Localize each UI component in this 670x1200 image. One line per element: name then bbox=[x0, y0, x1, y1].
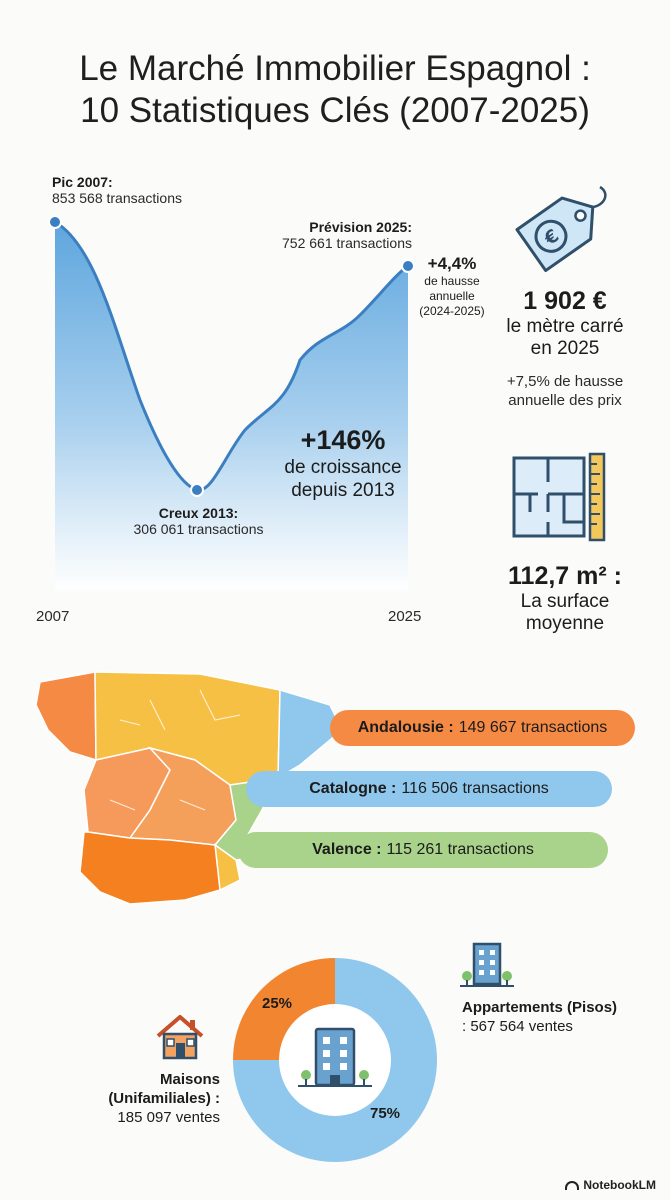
price-stat: 1 902 € le mètre carré en 2025 +7,5% de … bbox=[470, 287, 660, 410]
houses-value: 185 097 ventes bbox=[117, 1109, 220, 1126]
chart-point-2007 bbox=[48, 215, 62, 229]
x-tick-2025: 2025 bbox=[388, 608, 422, 625]
chart-point-2025 bbox=[401, 259, 415, 273]
apartments-l1: Appartements (Pisos) bbox=[462, 999, 618, 1016]
annual-change-l1: de hausse bbox=[424, 274, 480, 288]
growth-l1: de croissance bbox=[284, 457, 402, 478]
forecast-label: Prévision 2025: bbox=[309, 219, 412, 235]
price-sub1: +7,5% de hausse bbox=[506, 373, 624, 390]
price-l2: en 2025 bbox=[530, 338, 600, 359]
houses-l2: (Unifamiliales) : bbox=[108, 1090, 220, 1107]
annual-change-annotation: +4,4% de hausse annuelle (2024-2025) bbox=[412, 254, 492, 319]
chart-area-fill bbox=[55, 222, 408, 590]
region-value-catalogne: 116 506 transactions bbox=[401, 780, 549, 797]
donut-label-houses: 25% bbox=[262, 995, 293, 1012]
map-region-andalusia bbox=[79, 831, 221, 905]
surface-l2: moyenne bbox=[525, 613, 605, 634]
surface-stat: 112,7 m² : La surface moyenne bbox=[470, 562, 660, 635]
property-type-donut-chart bbox=[233, 958, 437, 1162]
region-name-catalogne: Catalogne : bbox=[309, 780, 397, 797]
notebooklm-logo-icon bbox=[565, 1181, 580, 1191]
growth-value: +146% bbox=[300, 425, 386, 455]
annual-change-l3: (2024-2025) bbox=[419, 304, 485, 318]
annual-change-l2: annuelle bbox=[429, 289, 475, 303]
euro-price-tag-icon: € bbox=[515, 185, 607, 273]
region-value-valence: 115 261 transactions bbox=[386, 841, 534, 858]
map-region-catalonia bbox=[277, 688, 343, 780]
footer-brand-text: NotebookLM bbox=[583, 1178, 656, 1192]
peak-annotation: Pic 2007: 853 568 transactions bbox=[52, 174, 182, 206]
building-icon bbox=[298, 1027, 372, 1087]
trough-value: 306 061 transactions bbox=[133, 521, 264, 537]
price-value: 1 902 € bbox=[523, 287, 607, 315]
page-title-line1: Le Marché Immobilier Espagnol : bbox=[79, 49, 591, 88]
apartments-value: : 567 564 ventes bbox=[462, 1018, 573, 1035]
trough-label: Creux 2013: bbox=[158, 505, 239, 521]
region-bar-andalousie: Andalousie : 149 667 transactions bbox=[330, 710, 635, 746]
region-name-valence: Valence : bbox=[312, 841, 382, 858]
footer-brand: NotebookLM bbox=[565, 1178, 656, 1192]
x-tick-2007: 2007 bbox=[36, 608, 70, 625]
region-bar-catalogne: Catalogne : 116 506 transactions bbox=[246, 771, 612, 807]
forecast-value: 752 661 transactions bbox=[282, 235, 412, 251]
annual-change-value: +4,4% bbox=[427, 254, 477, 273]
forecast-annotation: Prévision 2025: 752 661 transactions bbox=[262, 219, 412, 251]
houses-legend: Maisons (Unifamiliales) : 185 097 ventes bbox=[70, 1070, 220, 1127]
chart-series-line bbox=[54, 220, 409, 492]
region-value-andalousie: 149 667 transactions bbox=[458, 719, 608, 736]
chart-point-2013 bbox=[190, 483, 204, 497]
growth-annotation: +146% de croissance depuis 2013 bbox=[268, 425, 418, 502]
donut-label-apartments: 75% bbox=[370, 1105, 401, 1122]
page-title: Le Marché Immobilier Espagnol : 10 Stati… bbox=[0, 48, 670, 132]
page-title-line2: 10 Statistiques Clés (2007-2025) bbox=[80, 91, 590, 130]
peak-value: 853 568 transactions bbox=[52, 190, 182, 206]
region-bar-valence: Valence : 115 261 transactions bbox=[238, 832, 608, 868]
trough-annotation: Creux 2013: 306 061 transactions bbox=[126, 505, 271, 537]
houses-l1: Maisons bbox=[159, 1071, 220, 1088]
growth-l2: depuis 2013 bbox=[291, 480, 395, 501]
apartment-building-icon bbox=[460, 942, 514, 987]
surface-value: 112,7 m² : bbox=[508, 562, 622, 590]
transactions-area-chart bbox=[48, 215, 415, 590]
map-region-north-west bbox=[35, 671, 97, 762]
price-sub2: annuelle des prix bbox=[508, 392, 622, 409]
apartments-legend: Appartements (Pisos) : 567 564 ventes bbox=[462, 998, 662, 1036]
region-name-andalousie: Andalousie : bbox=[357, 719, 454, 736]
house-icon bbox=[156, 1015, 204, 1060]
price-l1: le mètre carré bbox=[506, 316, 624, 337]
surface-l1: La surface bbox=[520, 591, 610, 612]
peak-label: Pic 2007: bbox=[52, 174, 113, 190]
floor-plan-ruler-icon bbox=[512, 452, 606, 542]
